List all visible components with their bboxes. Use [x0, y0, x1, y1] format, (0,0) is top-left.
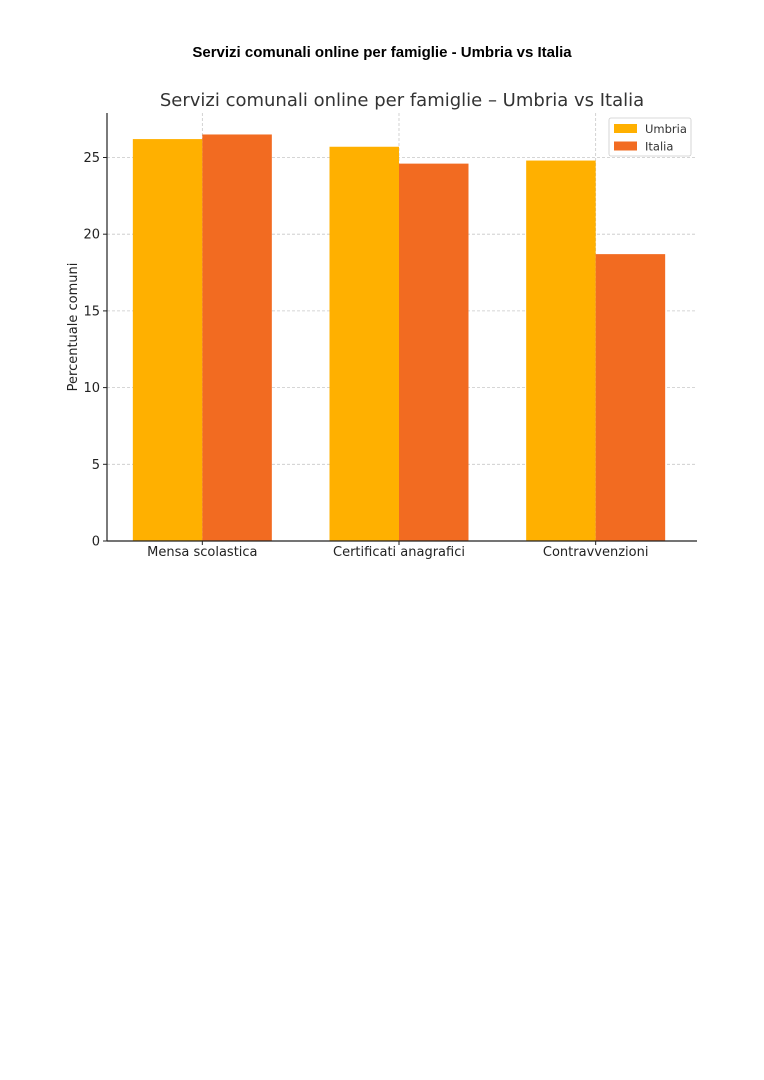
bar-italia-2 [595, 254, 666, 541]
y-tick-label: 15 [83, 304, 100, 319]
x-tick-label: Certificati anagrafici [333, 545, 465, 560]
legend: Umbria Italia [608, 117, 692, 157]
legend-swatch-umbria [614, 124, 637, 133]
y-tick-label: 0 [92, 535, 100, 550]
legend-swatch-italia [614, 141, 637, 151]
page-title: Servizi comunali online per famiglie - U… [192, 44, 572, 61]
axes [106, 113, 697, 542]
x-tick-labels: Mensa scolastica Certificati anagrafici Co… [147, 541, 648, 560]
y-tick-label: 25 [83, 151, 100, 166]
x-tick-label: Contravvenzioni [543, 545, 649, 560]
y-tick-label: 10 [83, 381, 100, 396]
y-axis-label: Percentuale comuni [66, 263, 81, 392]
bar-umbria-1 [329, 146, 399, 542]
legend-label-umbria: Umbria [645, 122, 687, 136]
y-tick-label: 5 [92, 458, 100, 473]
y-tick-label: 20 [83, 228, 100, 243]
y-tick-labels: 0 5 10 15 20 25 [83, 151, 107, 550]
bar-italia-0 [202, 134, 272, 542]
bar-umbria-2 [526, 160, 596, 542]
bar-italia-1 [399, 163, 469, 541]
bar-umbria-0 [132, 139, 203, 541]
legend-label-italia: Italia [645, 140, 673, 154]
bars [132, 134, 666, 542]
x-tick-label: Mensa scolastica [147, 545, 257, 560]
chart-title: Servizi comunali online per famiglie – U… [160, 90, 644, 111]
